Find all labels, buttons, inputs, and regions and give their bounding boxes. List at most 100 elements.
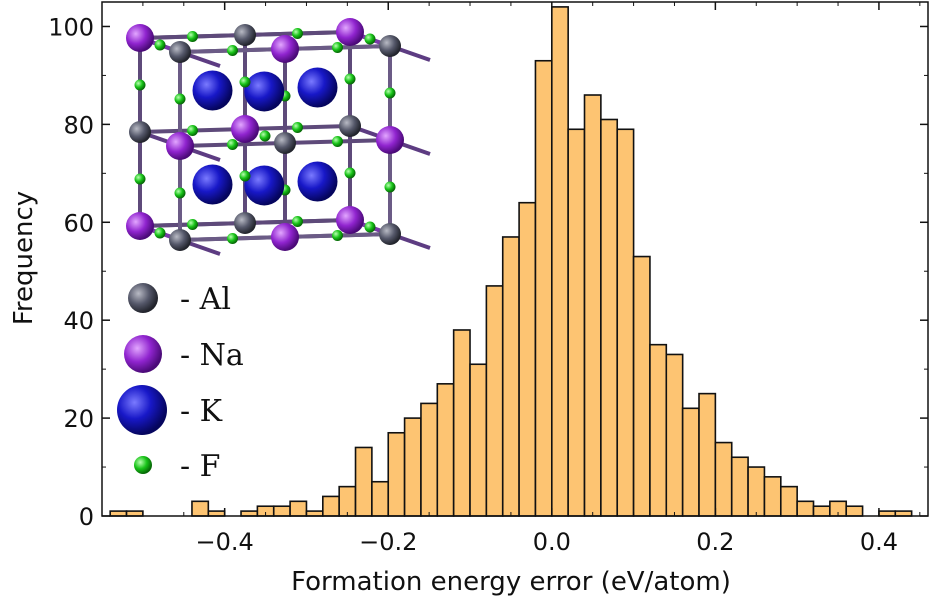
y-tick-label: 40 (63, 307, 94, 335)
f-atom (134, 173, 146, 185)
histogram-bar (289, 500, 308, 517)
na-atom (271, 35, 299, 63)
f-atom (292, 122, 303, 133)
legend-item-f: - F (134, 449, 221, 484)
histogram-bar (191, 500, 210, 517)
f-atom (227, 233, 238, 244)
f-atom (154, 39, 166, 51)
histogram-bar (452, 329, 471, 517)
x-tick-label: 0.4 (860, 528, 898, 556)
histogram-bar (469, 363, 488, 517)
f-atom (227, 45, 238, 56)
na-atom-icon (124, 335, 162, 373)
f-atom (187, 219, 198, 230)
f-atom (134, 79, 146, 91)
histogram-bar (714, 441, 733, 517)
histogram-bar (420, 402, 439, 517)
histogram-bar (796, 500, 815, 517)
k-atom (192, 70, 233, 111)
histogram-bar (600, 118, 619, 517)
al-atom (169, 229, 191, 251)
f-atom (364, 221, 376, 233)
x-tick-label: −0.2 (359, 528, 417, 556)
al-atom (339, 115, 361, 137)
f-atom (187, 31, 198, 42)
na-atom (231, 115, 259, 143)
histogram-bar (354, 446, 373, 517)
na-atom (166, 132, 194, 160)
histogram-bar (583, 94, 602, 517)
f-atom (344, 167, 356, 179)
x-tick-label: 0.0 (533, 528, 571, 556)
al-atom (234, 212, 256, 234)
histogram-bar (518, 201, 537, 517)
f-atom (239, 76, 251, 88)
histogram-bar (436, 383, 455, 517)
na-atom (126, 212, 154, 240)
f-atom (227, 139, 238, 150)
x-tick-label: 0.2 (696, 528, 734, 556)
legend-label-f: - F (180, 449, 221, 484)
al-atom (274, 132, 296, 154)
al-atom (129, 121, 151, 143)
histogram-bar (763, 476, 782, 517)
al-atom-icon (128, 283, 158, 313)
f-atom (154, 227, 166, 239)
crystal-structure-image (126, 18, 431, 256)
f-atom (364, 33, 376, 45)
histogram-bar (649, 343, 668, 517)
histogram-bar (485, 285, 504, 517)
histogram-bar (730, 456, 749, 517)
legend-label-k: - K (180, 394, 223, 429)
histogram-bars (109, 6, 913, 517)
histogram-bar (403, 417, 422, 517)
histogram-bar (387, 431, 406, 517)
histogram-bar (371, 480, 390, 517)
al-atom (169, 41, 191, 63)
x-tick-label: −0.4 (196, 528, 254, 556)
legend-label-na: - Na (180, 338, 244, 373)
f-atom (187, 125, 198, 136)
y-tick-label: 80 (63, 111, 94, 139)
y-tick-label: 0 (79, 503, 94, 531)
f-atom (174, 93, 186, 105)
k-atom (297, 67, 338, 108)
y-tick-label: 60 (63, 209, 94, 237)
histogram-bar (747, 466, 766, 517)
k-atom-icon (117, 385, 167, 435)
na-atom (126, 24, 154, 52)
f-atom (292, 28, 303, 39)
k-atom (297, 161, 338, 202)
f-atom-icon (134, 456, 152, 474)
legend-item-al: - Al (128, 282, 231, 317)
legend-item-k: - K (117, 385, 223, 435)
f-atom (239, 170, 251, 182)
legend-item-na: - Na (124, 335, 244, 373)
f-atom (332, 136, 343, 147)
histogram-bar (698, 392, 717, 517)
plot-frame (101, 1, 929, 517)
histogram-bar (779, 485, 798, 517)
f-atom (344, 73, 356, 85)
histogram-bar (681, 407, 700, 517)
histogram-bar (534, 59, 553, 517)
f-atom (332, 42, 343, 53)
na-atom (336, 206, 364, 234)
axes: −0.4 −0.2 0.0 0.2 0.4 0 20 40 60 80 100 (48, 1, 929, 556)
k-atom (192, 164, 233, 205)
histogram-bar (665, 353, 684, 517)
na-atom (271, 223, 299, 251)
f-atom (332, 230, 343, 241)
y-tick-label: 100 (48, 13, 94, 41)
al-atom (379, 223, 401, 245)
y-axis-label: Frequency (9, 191, 39, 325)
f-atom (384, 181, 396, 193)
na-atom (376, 126, 404, 154)
x-axis-label: Formation energy error (eV/atom) (291, 567, 731, 597)
f-atom (384, 87, 396, 99)
histogram-bar (616, 128, 635, 517)
histogram-bar (567, 128, 586, 517)
histogram-bar (338, 485, 357, 517)
histogram-bar (632, 255, 651, 517)
